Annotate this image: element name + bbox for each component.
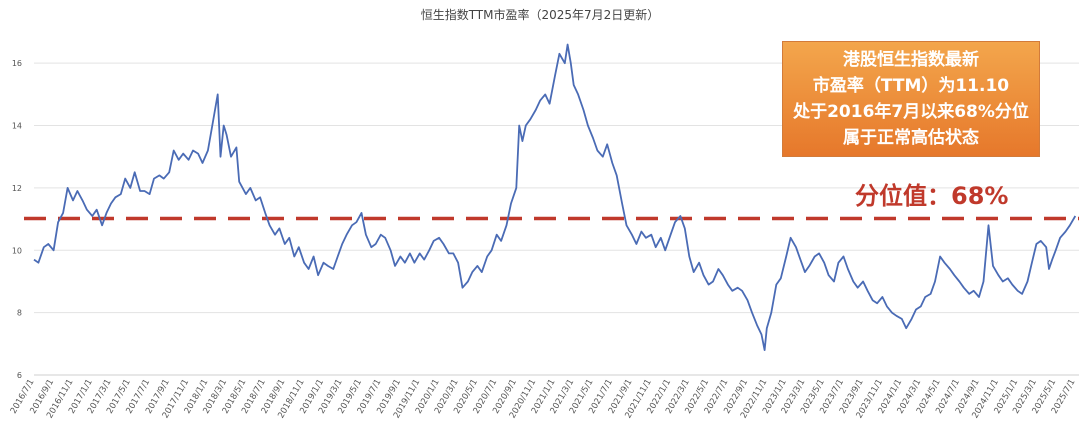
x-axis-ticks: 2016/7/12016/9/12016/11/12017/1/12017/3/… [9, 378, 1078, 421]
y-tick-label: 10 [12, 246, 22, 255]
summary-callout: 港股恒生指数最新 市盈率（TTM）为11.10 处于2016年7月以来68%分位… [782, 41, 1040, 157]
y-axis-ticks: 6 8 10 12 14 16 [12, 59, 22, 380]
callout-line-1: 港股恒生指数最新 [843, 50, 979, 70]
y-tick-label: 16 [12, 59, 22, 68]
series-group [33, 43, 1077, 352]
percentile-label: 分位值：68% [855, 182, 1009, 210]
y-tick-label: 12 [12, 184, 22, 193]
y-tick-label: 14 [12, 122, 22, 131]
y-tick-label: 6 [17, 371, 22, 380]
gridlines [34, 62, 1079, 376]
callout-line-2: 市盈率（TTM）为11.10 [812, 76, 1010, 96]
series-line-pe-ttm [33, 43, 1077, 352]
callout-line-3: 处于2016年7月以来68%分位 [793, 102, 1029, 122]
y-tick-label: 8 [17, 309, 22, 318]
callout-line-4: 属于正常高估状态 [843, 128, 979, 148]
chart-title: 恒生指数TTM市盈率（2025年7月2日更新） [420, 8, 660, 22]
